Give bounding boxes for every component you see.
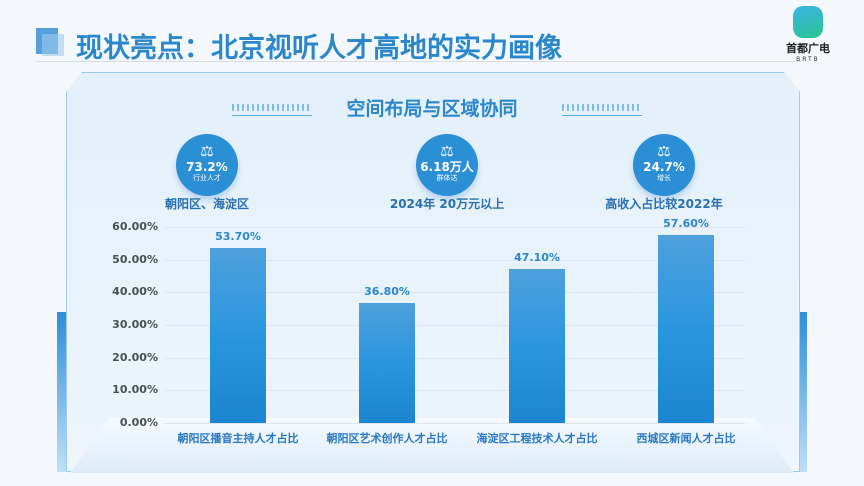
gridline — [165, 357, 745, 359]
y-tick-label: 20.00% — [112, 350, 158, 364]
y-tick-label: 60.00% — [112, 220, 158, 233]
title-divider — [36, 61, 802, 62]
highlight-badge: ⚖ 6.18万人 群体达 — [416, 134, 478, 196]
x-tick-label: 海淀区工程技术人才占比 — [476, 432, 598, 445]
subtitle-decoration-left — [232, 104, 312, 116]
gridline — [165, 423, 745, 424]
y-tick-label: 10.00% — [112, 383, 158, 397]
highlight-value: 73.2% — [186, 160, 228, 174]
brand-logo: 首都广电 BRTB — [780, 6, 836, 63]
x-tick-label: 朝阳区播音主持人才占比 — [177, 432, 299, 445]
panel-floor — [70, 418, 794, 473]
highlight-badge: ⚖ 73.2% 行业人才 — [176, 134, 238, 196]
section-subtitle: 空间布局与区域协同 — [346, 98, 518, 120]
data-label: 57.60% — [663, 216, 709, 230]
x-tick-label: 西城区新闻人才占比 — [636, 432, 736, 445]
highlight-badge: ⚖ 24.7% 增长 — [633, 134, 695, 196]
subtitle-decoration-right — [562, 104, 642, 116]
gridline — [165, 292, 745, 294]
y-tick-label: 0.00% — [119, 416, 158, 429]
scale-icon: ⚖ — [440, 142, 454, 160]
highlight-value: 24.7% — [643, 160, 685, 174]
logo-subtext: BRTB — [796, 56, 820, 63]
scale-icon: ⚖ — [657, 142, 671, 160]
highlight-caption: 2024年 20万元以上 — [389, 197, 505, 211]
logo-icon — [793, 6, 823, 38]
data-label: 36.80% — [364, 284, 410, 298]
y-tick-label: 30.00% — [112, 318, 158, 331]
highlight-sub: 增长 — [657, 174, 671, 182]
gridline — [165, 390, 745, 392]
bar — [658, 234, 714, 423]
data-label: 53.70% — [215, 229, 261, 243]
bar — [359, 302, 415, 423]
logo-text: 首都广电 — [786, 42, 830, 55]
gridline — [165, 227, 745, 228]
bar — [509, 269, 565, 423]
x-tick-label: 朝阳区艺术创作人才占比 — [326, 432, 448, 445]
gridline — [165, 259, 745, 261]
scale-icon: ⚖ — [200, 142, 214, 160]
highlight-caption: 朝阳区、海淀区 — [164, 197, 249, 211]
gridline — [165, 325, 745, 326]
y-tick-label: 50.00% — [112, 252, 158, 266]
data-label: 47.10% — [514, 251, 560, 265]
y-tick-label: 40.00% — [112, 285, 158, 299]
highlight-sub: 群体达 — [436, 174, 458, 182]
highlight-sub: 行业人才 — [193, 174, 221, 182]
bar — [210, 247, 266, 423]
highlight-value: 6.18万人 — [420, 160, 474, 174]
page-title: 现状亮点：北京视听人才高地的实力画像 — [76, 33, 562, 64]
title-accent-shadow — [42, 34, 64, 56]
highlight-caption: 高收入占比较2022年 — [605, 197, 723, 211]
